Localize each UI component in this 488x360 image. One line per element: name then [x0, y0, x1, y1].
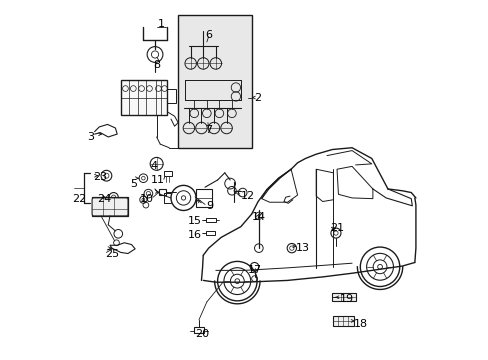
Text: 16: 16 — [187, 230, 201, 239]
Bar — [159, 189, 166, 195]
Text: 14: 14 — [251, 212, 265, 221]
Text: 15: 15 — [187, 216, 201, 226]
Text: 12: 12 — [241, 191, 255, 201]
Bar — [167, 89, 176, 103]
Text: 19: 19 — [339, 294, 353, 304]
Text: 6: 6 — [205, 30, 212, 40]
Text: 13: 13 — [295, 243, 309, 253]
FancyBboxPatch shape — [92, 198, 128, 216]
Text: 20: 20 — [195, 329, 209, 339]
Text: 24: 24 — [97, 194, 111, 204]
Text: 23: 23 — [93, 172, 107, 182]
Bar — [193, 327, 204, 333]
Text: 1: 1 — [158, 19, 164, 29]
Text: 9: 9 — [206, 201, 213, 211]
Text: 4: 4 — [150, 161, 158, 171]
Bar — [333, 316, 353, 326]
Text: 7: 7 — [204, 125, 212, 135]
Text: 25: 25 — [105, 248, 119, 258]
Text: 5: 5 — [130, 179, 137, 189]
Text: 3: 3 — [87, 132, 94, 142]
Bar — [196, 189, 212, 207]
Bar — [92, 197, 128, 216]
Bar — [178, 15, 251, 148]
Bar — [206, 218, 216, 222]
Text: 8: 8 — [153, 60, 160, 70]
Text: 18: 18 — [353, 319, 367, 329]
Bar — [163, 171, 171, 176]
Text: 11: 11 — [151, 175, 164, 185]
Bar — [206, 231, 215, 234]
Text: 21: 21 — [330, 224, 344, 233]
Text: 17: 17 — [247, 265, 261, 275]
Bar — [332, 293, 355, 301]
Text: 10: 10 — [140, 194, 154, 204]
Bar — [121, 80, 167, 116]
Text: 22: 22 — [72, 194, 86, 204]
Text: 2: 2 — [254, 93, 261, 103]
